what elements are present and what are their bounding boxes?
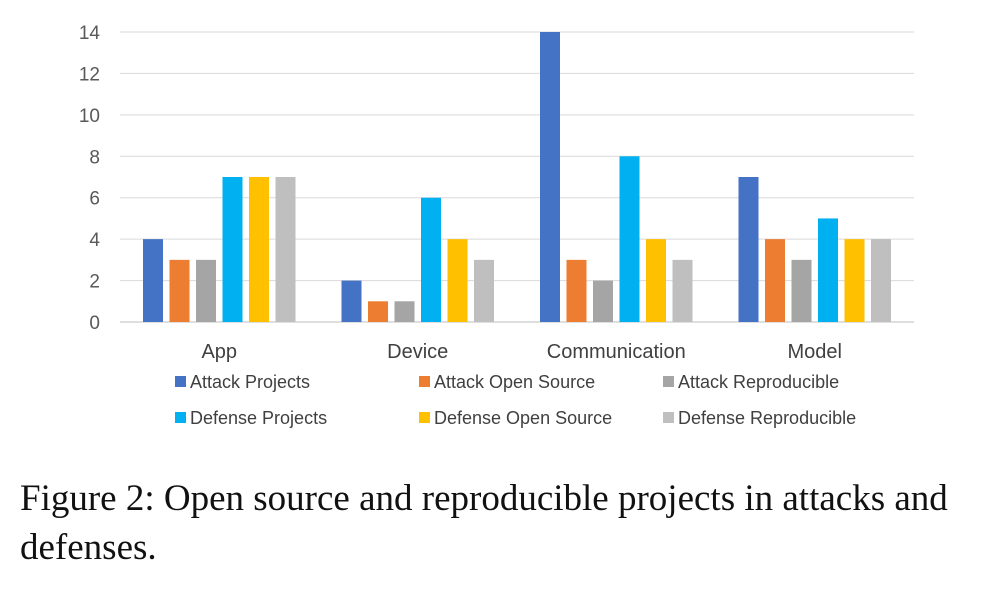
legend: Attack Projects Attack Open Source Attack …	[175, 372, 856, 428]
legend-label: Defense Projects	[190, 408, 327, 428]
bar-attack-open-source-model	[765, 239, 785, 322]
legend-swatch	[175, 376, 186, 387]
x-axis-category-labels: App Device Communication Model	[201, 341, 842, 363]
bar-attack-open-source-app	[169, 259, 190, 322]
bar-defense-projects-model	[818, 218, 838, 322]
bar-defense-open-source-app	[249, 177, 269, 322]
bar-attack-projects-device	[341, 280, 362, 322]
bar-attack-projects-app	[143, 239, 163, 322]
legend-swatch	[663, 412, 674, 423]
y-tick-label: 0	[89, 313, 100, 334]
bar-defense-open-source-device	[447, 239, 468, 322]
bar-defense-reproducible-app	[275, 177, 296, 322]
bar-attack-reproducible-device	[394, 301, 415, 322]
legend-label: Attack Projects	[190, 372, 310, 392]
bar-attack-projects-communication	[540, 32, 560, 322]
bars	[143, 32, 891, 322]
y-tick-label: 2	[89, 272, 100, 293]
category-label: Model	[788, 341, 842, 363]
legend-swatch	[419, 412, 430, 423]
figure-caption: Figure 2: Open source and reproducible p…	[20, 478, 948, 568]
bar-defense-reproducible-device	[474, 259, 494, 322]
y-tick-label: 6	[89, 189, 100, 210]
bar-defense-projects-communication	[619, 156, 640, 322]
legend-swatch	[175, 412, 186, 423]
y-tick-label: 4	[89, 230, 100, 251]
bar-defense-reproducible-model	[871, 239, 891, 322]
legend-label: Attack Open Source	[434, 372, 595, 392]
bar-defense-open-source-model	[844, 239, 865, 322]
bar-attack-open-source-device	[368, 301, 388, 322]
bar-attack-reproducible-model	[791, 259, 812, 322]
category-label: App	[201, 341, 237, 363]
y-tick-label: 8	[89, 147, 100, 168]
legend-label: Attack Reproducible	[678, 372, 839, 392]
legend-swatch	[663, 376, 674, 387]
bar-attack-reproducible-communication	[593, 280, 613, 322]
bar-defense-open-source-communication	[646, 239, 666, 322]
bar-attack-open-source-communication	[566, 259, 587, 322]
y-tick-label: 12	[79, 64, 100, 85]
bar-defense-projects-app	[222, 177, 243, 322]
bar-defense-reproducible-communication	[672, 259, 693, 322]
legend-label: Defense Reproducible	[678, 408, 856, 428]
legend-swatch	[419, 376, 430, 387]
bar-attack-projects-model	[738, 177, 759, 322]
bar-defense-projects-device	[421, 197, 441, 322]
category-label: Communication	[547, 341, 686, 363]
bar-attack-reproducible-app	[196, 259, 216, 322]
legend-label: Defense Open Source	[434, 408, 612, 428]
y-tick-label: 10	[79, 106, 100, 127]
y-tick-label: 14	[79, 23, 101, 44]
category-label: Device	[387, 341, 448, 363]
y-axis-tick-labels: 0 2 4 6 8 10 12 14	[79, 23, 101, 334]
